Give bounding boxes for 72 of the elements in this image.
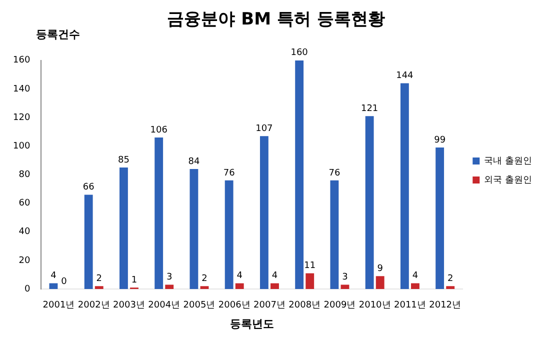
data-label: 2 [96,274,102,284]
data-label: 76 [223,168,236,178]
bar [154,138,164,289]
bar [446,286,455,289]
x-tick-label: 2008년 [288,300,321,311]
data-label: 66 [82,182,95,193]
x-tick-label: 2010년 [358,300,391,311]
bar [84,194,93,289]
x-tick-label: 2007년 [254,300,286,311]
y-tick-label: 60 [18,198,30,209]
y-tick-label: 140 [12,84,30,94]
bar [376,276,384,289]
bar [49,283,58,289]
y-tick-label: 20 [18,256,30,266]
bar [260,136,268,289]
data-label: 0 [61,276,68,287]
x-tick-label: 2002년 [78,300,110,311]
bar [190,168,198,289]
data-label: 99 [434,135,446,146]
bar [224,180,234,289]
data-label: 2 [202,274,208,284]
bar [365,116,374,289]
x-tick-label: 2003년 [113,300,145,311]
data-label: 11 [304,261,316,272]
bar [235,283,244,289]
data-label: 4 [412,271,418,282]
x-tick-label: 2011년 [394,300,426,311]
y-tick-label: 0 [24,284,30,294]
data-label: 160 [290,48,308,58]
data-label: 84 [188,156,200,167]
y-axis-title: 등록건수 [36,28,80,41]
data-label: 2 [447,274,454,284]
y-tick-label: 160 [12,56,30,66]
data-label: 85 [118,155,130,166]
bar [165,284,174,289]
y-tick-label: 100 [12,141,30,152]
bar [330,180,339,289]
bar [120,168,128,289]
data-label: 1 [131,275,138,286]
bar [436,148,444,289]
data-label: 4 [272,271,278,282]
bar [340,284,350,289]
data-label: 4 [50,271,57,282]
x-tick-label: 2012년 [429,300,462,311]
bar [306,273,314,289]
legend-label: 국내 출원인 [484,156,532,166]
bar [200,286,209,289]
data-label: 4 [236,271,243,282]
bar [295,60,304,289]
y-tick-label: 80 [18,170,30,180]
data-label: 9 [377,264,384,274]
data-label: 106 [150,125,168,136]
x-axis-title: 등록년도 [230,317,274,330]
x-tick-label: 2005년 [183,300,216,311]
bar [94,286,104,289]
y-tick-label: 120 [12,112,30,123]
x-tick-label: 2001년 [42,300,75,311]
data-label: 3 [342,272,348,283]
bar [400,83,409,289]
data-label: 144 [396,71,414,82]
data-label: 107 [256,124,273,134]
chart-title: 금융분야 BM 특허 등록현황 [167,10,385,30]
x-tick-label: 2004년 [148,300,180,311]
data-label: 121 [360,104,378,114]
data-label: 3 [166,272,172,283]
data-label: 76 [328,168,340,178]
bar [411,283,420,289]
y-tick-label: 40 [18,227,30,238]
x-tick-label: 2006년 [218,300,250,311]
x-tick-label: 2009년 [324,300,356,311]
legend-label: 외국 출원인 [484,175,532,186]
bar [270,283,279,289]
